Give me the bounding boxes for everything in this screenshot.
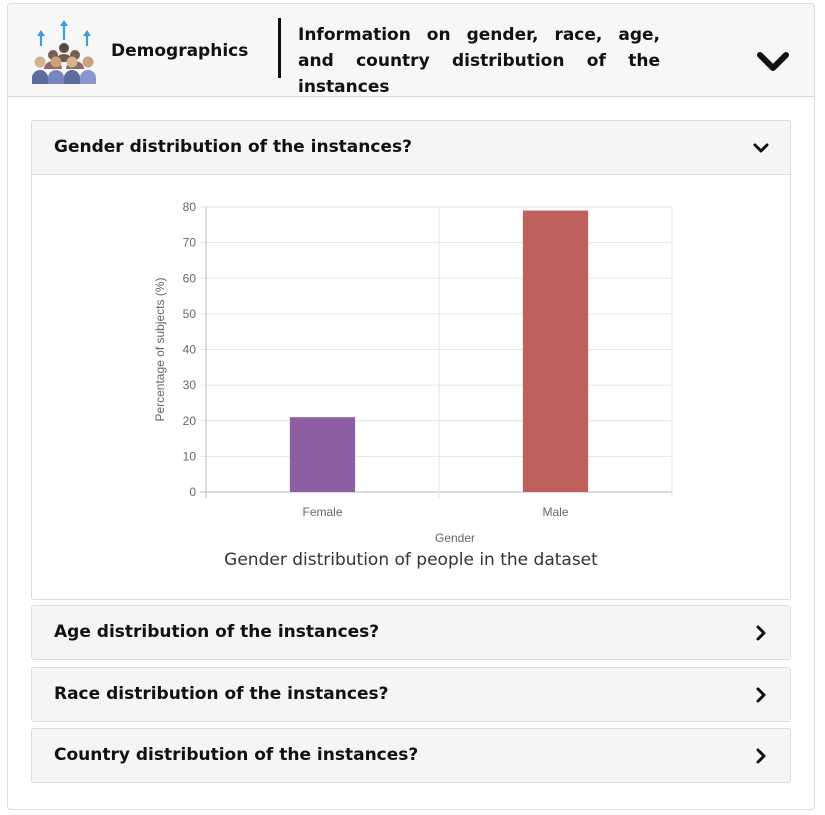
y-tick-label: 0 xyxy=(189,485,196,499)
demographics-header[interactable]: Demographics Information on gender, race… xyxy=(8,4,814,97)
chevron-right-icon[interactable] xyxy=(752,747,770,765)
chevron-right-icon[interactable] xyxy=(752,624,770,642)
bar-female xyxy=(289,417,356,492)
age-section: Age distribution of the instances? xyxy=(31,605,791,660)
age-section-header[interactable]: Age distribution of the instances? xyxy=(32,606,790,659)
header-title: Demographics xyxy=(111,41,249,61)
age-section-title: Age distribution of the instances? xyxy=(54,622,380,642)
country-section-title: Country distribution of the instances? xyxy=(54,745,419,765)
race-section: Race distribution of the instances? xyxy=(31,667,791,722)
header-divider xyxy=(278,18,281,78)
x-axis-label: Gender xyxy=(435,531,475,545)
y-tick-label: 70 xyxy=(183,236,197,250)
chevron-right-icon[interactable] xyxy=(752,686,770,704)
x-tick-label: Male xyxy=(542,505,568,519)
chevron-down-icon[interactable] xyxy=(756,48,790,76)
gender-section-title: Gender distribution of the instances? xyxy=(54,137,412,157)
country-section-header[interactable]: Country distribution of the instances? xyxy=(32,729,790,782)
y-tick-label: 60 xyxy=(183,271,197,285)
country-section: Country distribution of the instances? xyxy=(31,728,791,783)
gender-chart-svg: 0 10 20 30 40 50 60 70 80 Female Male Gender Percent… xyxy=(153,200,673,545)
people-group-icon xyxy=(32,20,96,84)
chevron-down-icon[interactable] xyxy=(752,139,770,157)
y-tick-label: 20 xyxy=(183,414,197,428)
race-section-title: Race distribution of the instances? xyxy=(54,684,389,704)
header-description: Information on gender, race, age, and co… xyxy=(298,25,660,97)
x-tick-label: Female xyxy=(302,505,342,519)
y-tick-label: 40 xyxy=(183,343,197,357)
y-tick-label: 30 xyxy=(183,378,197,392)
y-tick-label: 10 xyxy=(183,449,197,463)
chart-title: Gender distribution of people in the dat… xyxy=(224,550,598,570)
gender-section-header[interactable]: Gender distribution of the instances? xyxy=(32,121,790,175)
gender-chart: 0 10 20 30 40 50 60 70 80 Female Male Gender Percent… xyxy=(32,176,790,596)
demographics-card: Demographics Information on gender, race… xyxy=(7,3,815,810)
race-section-header[interactable]: Race distribution of the instances? xyxy=(32,668,790,721)
y-tick-label: 50 xyxy=(183,307,197,321)
y-axis-label: Percentage of subjects (%) xyxy=(153,277,167,421)
y-tick-label: 80 xyxy=(183,200,197,214)
bar-male xyxy=(522,210,589,492)
gender-section: Gender distribution of the instances? 0 1… xyxy=(31,120,791,600)
